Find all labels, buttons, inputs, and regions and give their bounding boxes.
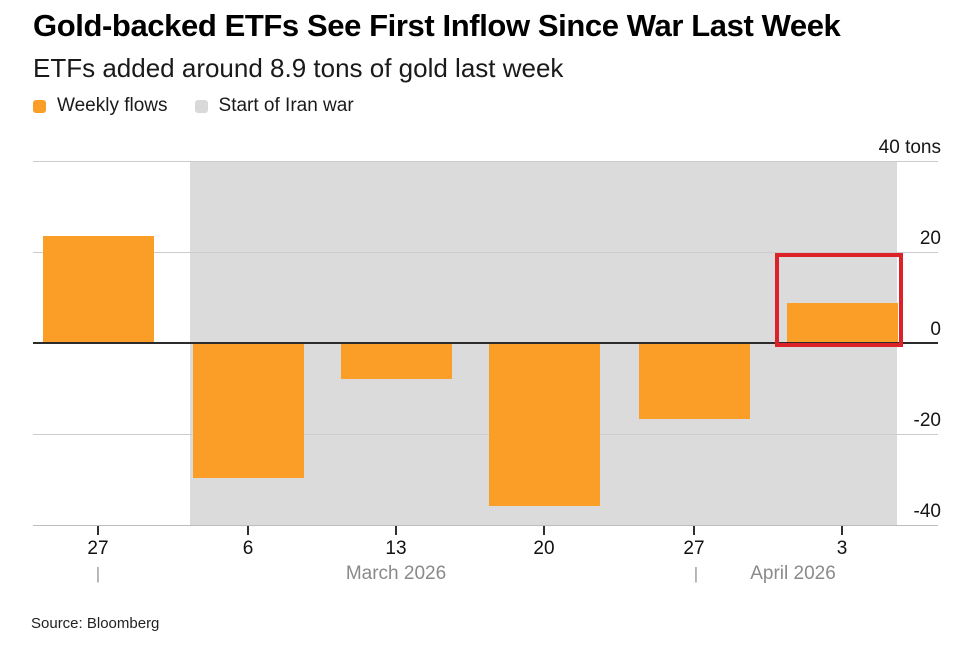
iran-war-swatch-icon	[194, 99, 208, 113]
bar-weekly-flow-20	[488, 344, 600, 506]
month-separator-1: |	[693, 564, 699, 583]
legend: Weekly flows Start of Iran war	[33, 95, 354, 117]
legend-label-iran-war: Start of Iran war	[218, 95, 354, 116]
x-tick-label-3-5: 3	[836, 538, 848, 559]
gridline-y-20	[33, 252, 938, 253]
y-tick-label--40: -40	[913, 501, 941, 522]
chart-subtitle: ETFs added around 8.9 tons of gold last …	[33, 53, 564, 83]
highlight-box	[775, 253, 903, 347]
legend-item-iran-war: Start of Iran war	[194, 95, 354, 117]
gridline-y--40	[33, 525, 938, 526]
bar-weekly-flow-27	[42, 236, 154, 343]
source-line: Source: Bloomberg	[31, 615, 160, 632]
x-tick-label-13-2: 13	[385, 538, 407, 559]
bar-weekly-flow-6	[192, 344, 304, 478]
y-tick-label-20: 20	[919, 228, 941, 249]
bar-weekly-flow-3	[786, 303, 898, 343]
x-tick-mark-6-1	[247, 526, 249, 535]
legend-label-weekly-flows: Weekly flows	[57, 95, 168, 116]
weekly-flows-swatch-icon	[33, 99, 46, 113]
chart-title: Gold-backed ETFs See First Inflow Since …	[33, 8, 841, 43]
month-separator-0: |	[95, 564, 101, 583]
y-tick-label--20: -20	[913, 410, 941, 431]
bar-weekly-flow-27	[638, 344, 750, 419]
x-tick-mark-20-3	[543, 526, 545, 535]
x-tick-label-20-3: 20	[533, 538, 555, 559]
x-tick-mark-27-4	[693, 526, 695, 535]
gridline-y--20	[33, 434, 938, 435]
x-tick-label-27-0: 27	[87, 538, 109, 559]
y-tick-label-40: 40 tons	[878, 137, 941, 158]
zero-baseline	[33, 342, 938, 344]
y-tick-label-0: 0	[930, 319, 941, 340]
x-tick-label-27-4: 27	[683, 538, 705, 559]
legend-item-weekly-flows: Weekly flows	[33, 95, 168, 117]
month-label-0: March 2026	[345, 563, 447, 584]
gridline-y-40	[33, 161, 938, 162]
bar-weekly-flow-13	[340, 344, 452, 379]
x-tick-mark-13-2	[395, 526, 397, 535]
x-tick-mark-3-5	[841, 526, 843, 535]
x-tick-label-6-1: 6	[242, 538, 254, 559]
month-label-1: April 2026	[750, 563, 836, 584]
x-tick-mark-27-0	[97, 526, 99, 535]
